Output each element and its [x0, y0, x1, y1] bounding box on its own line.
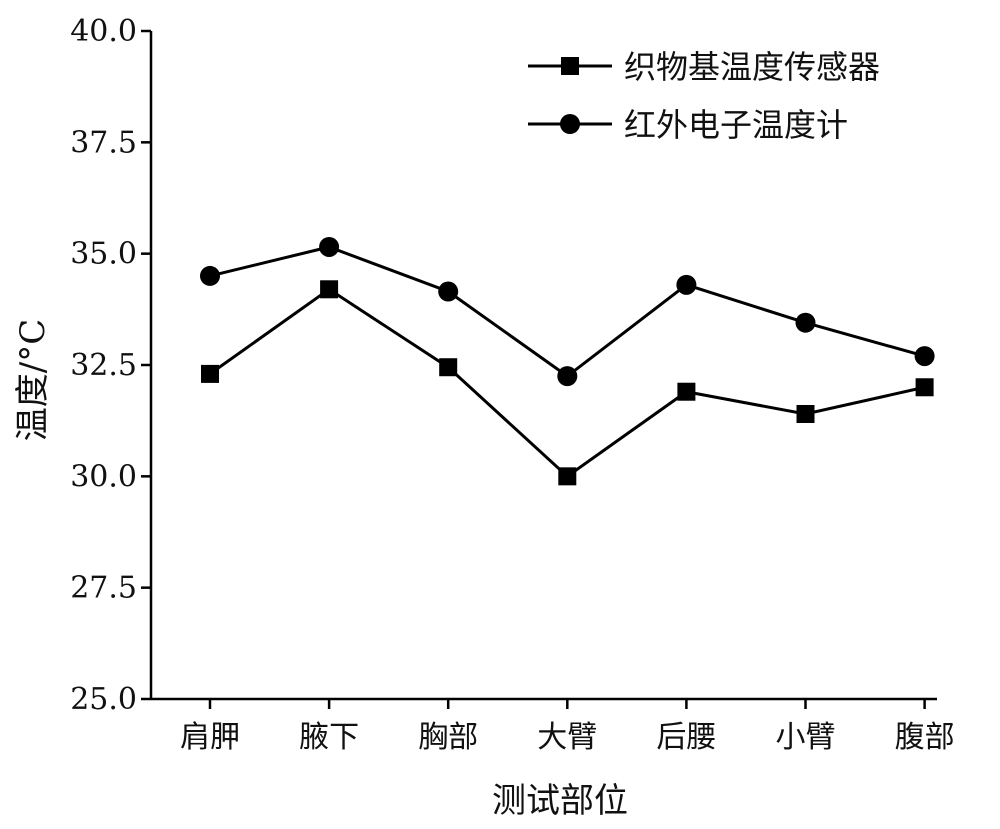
data-point [438, 281, 459, 302]
y-tick-label: 32.5 [70, 348, 137, 383]
x-tick-label: 小臂 [776, 720, 836, 755]
x-tick-label: 腋下 [299, 720, 359, 755]
legend-marker-0 [561, 57, 579, 75]
series-group [200, 236, 935, 486]
series-line-1 [209, 245, 926, 378]
legend-item-0: 织物基温度传感器 [528, 48, 880, 86]
data-point [676, 274, 697, 295]
data-point [319, 236, 340, 257]
data-point [558, 467, 577, 486]
series-1 [200, 236, 935, 387]
y-tick-label: 35.0 [70, 237, 137, 272]
data-point [915, 378, 934, 397]
data-point [439, 358, 458, 377]
data-point [201, 364, 219, 383]
x-tick-label: 腹部 [895, 720, 955, 755]
legend-marker-1 [560, 114, 580, 134]
y-axis-ticks: 25.0 27.5 30.0 32.5 35.0 37.5 40.0 [70, 14, 151, 717]
y-tick-label: 27.5 [70, 571, 137, 606]
x-tick-label: 胸部 [418, 720, 478, 755]
data-point [557, 366, 578, 387]
y-tick-label: 30.0 [70, 459, 137, 494]
y-tick-label: 25.0 [70, 682, 137, 717]
series-0 [201, 280, 934, 486]
data-point [200, 265, 220, 286]
legend-item-1: 红外电子温度计 [528, 106, 848, 144]
data-point [320, 280, 339, 299]
legend-label-1: 红外电子温度计 [624, 106, 848, 144]
y-axis-title: 温度/°C [13, 319, 53, 441]
x-axis-title: 测试部位 [492, 781, 628, 821]
data-point [914, 346, 935, 367]
x-tick-label: 肩胛 [180, 720, 240, 755]
y-tick-label: 40.0 [70, 14, 137, 49]
data-point [795, 312, 816, 333]
x-axis-ticks: 肩胛 腋下 胸部 大臂 后腰 小臂 腹部 [180, 699, 955, 755]
data-point [677, 382, 696, 401]
y-tick-label: 37.5 [70, 125, 137, 160]
data-point [796, 404, 815, 423]
legend-label-0: 织物基温度传感器 [624, 48, 880, 86]
legend: 织物基温度传感器 红外电子温度计 [528, 48, 880, 144]
x-tick-label: 大臂 [537, 720, 597, 755]
x-tick-label: 后腰 [656, 720, 716, 755]
